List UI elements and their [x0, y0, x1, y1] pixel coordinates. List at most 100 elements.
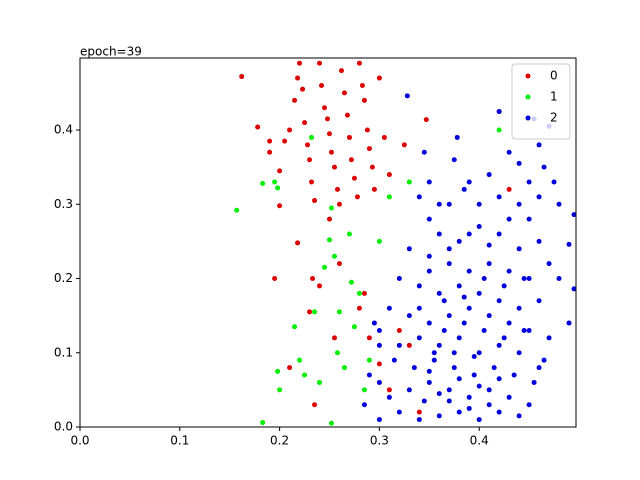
- point: [267, 138, 273, 144]
- point: [516, 413, 522, 419]
- point: [416, 283, 422, 289]
- point: [536, 194, 542, 200]
- point: [305, 142, 311, 148]
- chart-title: epoch=39: [80, 45, 142, 59]
- point: [396, 327, 402, 333]
- point: [295, 240, 301, 246]
- point: [309, 134, 315, 140]
- point: [454, 134, 460, 140]
- point: [369, 164, 375, 170]
- point: [416, 194, 422, 200]
- point: [376, 342, 382, 348]
- point: [239, 74, 245, 80]
- point: [336, 201, 342, 207]
- point: [341, 90, 347, 96]
- legend-marker: [525, 73, 531, 79]
- point: [331, 164, 337, 170]
- point: [344, 112, 350, 118]
- point: [466, 268, 472, 274]
- point: [511, 372, 517, 378]
- point: [436, 391, 442, 397]
- point: [456, 283, 462, 289]
- point: [571, 286, 577, 292]
- point: [426, 179, 432, 185]
- point: [366, 357, 372, 363]
- point: [406, 246, 412, 252]
- point: [456, 238, 462, 244]
- point: [328, 420, 334, 426]
- point: [446, 201, 452, 207]
- point: [446, 261, 452, 267]
- point: [386, 394, 392, 400]
- point: [356, 60, 362, 66]
- point: [481, 327, 487, 333]
- x-tick-label: 0.2: [270, 434, 289, 448]
- point: [404, 93, 410, 99]
- point: [546, 261, 552, 267]
- point: [466, 405, 472, 411]
- point: [541, 357, 547, 363]
- point: [431, 357, 437, 363]
- point: [456, 335, 462, 341]
- point: [441, 327, 447, 333]
- point: [376, 379, 382, 385]
- point: [506, 268, 512, 274]
- legend-label: 2: [550, 111, 558, 125]
- point: [307, 157, 313, 163]
- point: [302, 120, 308, 126]
- point: [466, 231, 472, 237]
- point: [361, 387, 367, 393]
- point: [471, 353, 477, 359]
- point: [322, 264, 328, 270]
- point: [287, 127, 293, 133]
- point: [436, 413, 442, 419]
- legend-marker: [525, 115, 531, 121]
- point: [436, 231, 442, 237]
- point: [386, 305, 392, 311]
- point: [516, 305, 522, 311]
- point: [426, 253, 432, 259]
- point: [361, 97, 367, 103]
- point: [411, 365, 417, 371]
- point: [341, 365, 347, 371]
- point: [516, 160, 522, 166]
- point: [491, 365, 497, 371]
- point: [546, 335, 552, 341]
- point: [526, 402, 532, 408]
- point: [351, 324, 357, 330]
- point: [354, 194, 360, 200]
- point: [436, 290, 442, 296]
- x-tick-label: 0.1: [170, 434, 189, 448]
- point: [423, 117, 429, 123]
- point: [366, 372, 372, 378]
- point: [496, 194, 502, 200]
- point: [471, 372, 477, 378]
- point: [566, 320, 572, 326]
- point: [361, 402, 367, 408]
- plot-frame: [79, 57, 577, 428]
- point: [521, 276, 527, 282]
- point: [359, 82, 365, 88]
- point: [300, 86, 306, 92]
- point: [571, 212, 577, 218]
- point: [521, 327, 527, 333]
- point: [325, 116, 331, 122]
- point: [326, 216, 332, 222]
- point: [506, 149, 512, 155]
- point: [366, 335, 372, 341]
- point: [446, 246, 452, 252]
- point: [431, 350, 437, 356]
- point: [486, 172, 492, 178]
- point: [446, 398, 452, 404]
- point: [396, 276, 402, 282]
- point: [396, 342, 402, 348]
- point: [260, 180, 266, 186]
- point: [302, 372, 308, 378]
- point: [466, 305, 472, 311]
- point: [287, 365, 293, 371]
- point: [364, 127, 370, 133]
- point: [292, 97, 298, 103]
- point: [297, 60, 303, 66]
- point: [436, 201, 442, 207]
- point: [275, 368, 281, 374]
